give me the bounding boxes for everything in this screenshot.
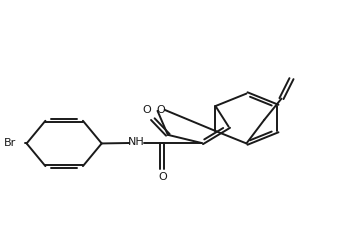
Text: NH: NH xyxy=(128,138,145,147)
Text: Br: Br xyxy=(4,138,16,148)
Text: O: O xyxy=(157,105,166,115)
Text: O: O xyxy=(158,172,167,182)
Text: O: O xyxy=(143,105,151,115)
